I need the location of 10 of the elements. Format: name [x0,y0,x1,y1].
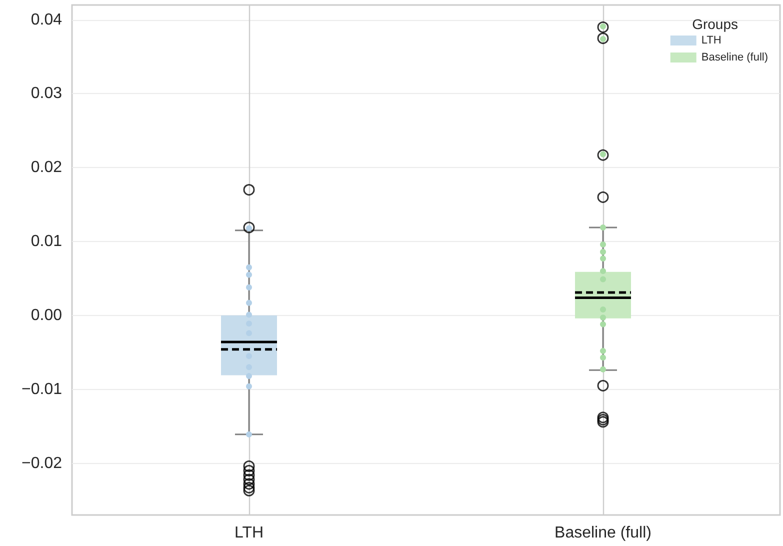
y-tick-label: 0.02 [30,159,62,176]
legend-label: LTH [701,34,722,46]
y-tick-label: −0.02 [22,454,62,472]
y-tick-label: 0.01 [30,233,62,250]
y-tick-label: 0.03 [30,85,62,102]
y-tick-label: −0.01 [22,380,62,398]
y-tick-label: 0.00 [30,306,62,324]
legend-title: Groups [692,16,738,32]
y-tick-label: 0.04 [30,11,62,28]
legend-label: Baseline (full) [701,52,768,64]
